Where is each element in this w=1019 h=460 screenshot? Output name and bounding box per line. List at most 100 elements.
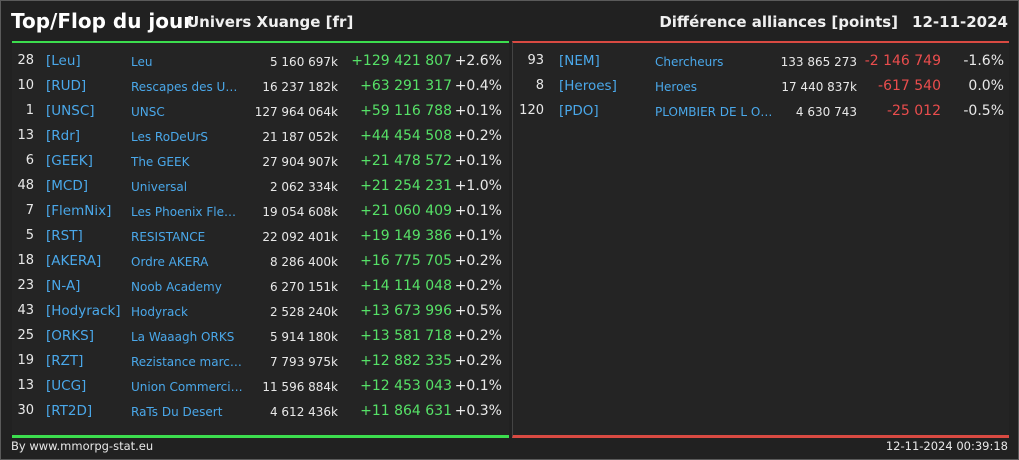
alliance-points: 6 270 151k xyxy=(269,280,338,294)
points-diff: +16 775 705 xyxy=(360,253,452,269)
alliance-tag-link[interactable]: [RZT] xyxy=(46,353,84,369)
alliance-name-link[interactable]: Rezistance marchande xyxy=(131,355,244,369)
alliance-name-link[interactable]: Hodyrack xyxy=(131,305,188,319)
alliance-tag-link[interactable]: [Hodyrack] xyxy=(46,303,121,319)
alliance-points: 5 160 697k xyxy=(269,55,338,69)
top-row: 25 [ORKS] La Waaagh ORKS 5 914 180k +13 581 … xyxy=(12,324,509,349)
alliance-rank: 7 xyxy=(25,203,34,218)
alliance-tag-link[interactable]: [RT2D] xyxy=(46,403,93,419)
alliance-rank: 30 xyxy=(17,403,34,418)
flop-panel: 93 [NEM] Chercheurs 133 865 273 -2 146 749 -1… xyxy=(512,41,1009,438)
top-row: 5 [RST] RESISTANCE 22 092 401k +19 149 386 +0… xyxy=(12,224,509,249)
alliance-name-link[interactable]: The GEEK xyxy=(131,155,190,169)
alliance-rank: 18 xyxy=(17,253,34,268)
header-date: 12-11-2024 xyxy=(912,13,1008,31)
points-diff: +21 478 572 xyxy=(360,153,452,169)
alliance-name-link[interactable]: Leu xyxy=(131,55,153,69)
alliance-rank: 25 xyxy=(17,328,34,343)
points-diff: +13 673 996 xyxy=(360,303,452,319)
points-diff-percent: +1.0% xyxy=(454,178,502,194)
alliance-tag-link[interactable]: [AKERA] xyxy=(46,253,102,269)
top-panel: 28 [Leu] Leu 5 160 697k +129 421 807 +2.6% 10 [… xyxy=(12,41,509,438)
alliance-points: 133 865 273 xyxy=(780,55,857,69)
alliance-name-link[interactable]: UNSC xyxy=(131,105,165,119)
alliance-tag-link[interactable]: [ORKS] xyxy=(46,328,94,344)
points-diff-percent: +2.6% xyxy=(454,53,502,69)
points-diff-percent: +0.3% xyxy=(454,403,502,419)
alliance-tag-link[interactable]: [PDO] xyxy=(559,103,599,119)
alliance-name-link[interactable]: RaTs Du Desert xyxy=(131,405,223,419)
alliance-points: 11 596 884k xyxy=(262,380,338,394)
points-diff: +13 581 718 xyxy=(360,328,452,344)
points-diff: +21 254 231 xyxy=(360,178,452,194)
points-diff-percent: 0.0% xyxy=(968,78,1004,94)
top-row: 19 [RZT] Rezistance marchande 7 793 975k +12… xyxy=(12,349,509,374)
points-diff-percent: -0.5% xyxy=(963,103,1004,119)
alliance-tag-link[interactable]: [UCG] xyxy=(46,378,87,394)
points-diff: -617 540 xyxy=(878,78,941,94)
alliance-name-link[interactable]: Les Phoenix Flemards xyxy=(131,205,244,219)
flop-row: 93 [NEM] Chercheurs 133 865 273 -2 146 749 -1… xyxy=(513,49,1009,74)
alliance-tag-link[interactable]: [Heroes] xyxy=(559,78,617,94)
alliance-rank: 23 xyxy=(17,278,34,293)
alliance-points: 2 528 240k xyxy=(269,305,338,319)
points-diff: -25 012 xyxy=(886,103,941,119)
subject-label: Différence alliances [points] xyxy=(659,13,899,31)
footer-credit: By www.mmorpg-stat.eu xyxy=(11,439,154,453)
alliance-points: 21 187 052k xyxy=(262,130,338,144)
alliance-rank: 19 xyxy=(17,353,34,368)
alliance-points: 2 062 334k xyxy=(269,180,338,194)
alliance-tag-link[interactable]: [FlemNix] xyxy=(46,203,112,219)
alliance-name-link[interactable]: Union Commerciale Galactique xyxy=(131,380,244,394)
alliance-name-link[interactable]: Universal xyxy=(131,180,188,194)
points-diff-percent: +0.4% xyxy=(454,78,502,94)
alliance-tag-link[interactable]: [RUD] xyxy=(46,78,87,94)
alliance-name-link[interactable]: Heroes xyxy=(655,80,698,94)
points-diff-percent: +0.1% xyxy=(454,228,502,244)
alliance-points: 27 904 907k xyxy=(262,155,338,169)
points-diff: +59 116 788 xyxy=(360,103,452,119)
alliance-name-link[interactable]: Les RoDeUrS xyxy=(131,130,209,144)
points-diff-percent: -1.6% xyxy=(963,53,1004,69)
top-row: 48 [MCD] Universal 2 062 334k +21 254 231 +1.… xyxy=(12,174,509,199)
points-diff-percent: +0.1% xyxy=(454,103,502,119)
top-row: 28 [Leu] Leu 5 160 697k +129 421 807 +2.6% xyxy=(12,49,509,74)
footer-timestamp: 12-11-2024 00:39:18 xyxy=(885,439,1008,453)
points-diff: +11 864 631 xyxy=(360,403,452,419)
alliance-name-link[interactable]: Ordre AKERA xyxy=(131,255,209,269)
points-diff-percent: +0.2% xyxy=(454,328,502,344)
alliance-points: 8 286 400k xyxy=(269,255,338,269)
alliance-name-link[interactable]: PLOMBIER DE L OMBRE xyxy=(655,105,779,119)
alliance-tag-link[interactable]: [MCD] xyxy=(46,178,89,194)
points-diff-percent: +0.2% xyxy=(454,253,502,269)
points-diff: +63 291 317 xyxy=(360,78,452,94)
points-diff-percent: +0.1% xyxy=(454,378,502,394)
alliance-points: 16 237 182k xyxy=(262,80,338,94)
alliance-tag-link[interactable]: [Rdr] xyxy=(46,128,81,144)
alliance-tag-link[interactable]: [NEM] xyxy=(559,53,600,69)
alliance-tag-link[interactable]: [N-A] xyxy=(46,278,81,294)
points-diff: +129 421 807 xyxy=(351,53,452,69)
alliance-tag-link[interactable]: [UNSC] xyxy=(46,103,95,119)
universe-label: Univers Xuange [fr] xyxy=(187,13,354,31)
alliance-tag-link[interactable]: [RST] xyxy=(46,228,83,244)
alliance-name-link[interactable]: Chercheurs xyxy=(655,55,724,69)
alliance-points: 17 440 837k xyxy=(781,80,857,94)
alliance-name-link[interactable]: Noob Academy xyxy=(131,280,222,294)
points-diff-percent: +0.2% xyxy=(454,278,502,294)
alliance-name-link[interactable]: La Waaagh ORKS xyxy=(131,330,235,344)
alliance-tag-link[interactable]: [Leu] xyxy=(46,53,81,69)
alliance-rank: 93 xyxy=(527,53,544,68)
top-row: 10 [RUD] Rescapes des Univers 16 237 182k +6… xyxy=(12,74,509,99)
alliance-rank: 8 xyxy=(535,78,544,93)
alliance-name-link[interactable]: Rescapes des Univers xyxy=(131,80,244,94)
alliance-tag-link[interactable]: [GEEK] xyxy=(46,153,93,169)
alliance-rank: 6 xyxy=(25,153,34,168)
alliance-points: 5 914 180k xyxy=(269,330,338,344)
alliance-name-link[interactable]: RESISTANCE xyxy=(131,230,206,244)
top-row: 6 [GEEK] The GEEK 27 904 907k +21 478 572 +0.… xyxy=(12,149,509,174)
top-row: 13 [Rdr] Les RoDeUrS 21 187 052k +44 454 508… xyxy=(12,124,509,149)
points-diff: +21 060 409 xyxy=(360,203,452,219)
top-row: 13 [UCG] Union Commerciale Galactique 11 59… xyxy=(12,374,509,399)
alliance-rank: 13 xyxy=(17,378,34,393)
